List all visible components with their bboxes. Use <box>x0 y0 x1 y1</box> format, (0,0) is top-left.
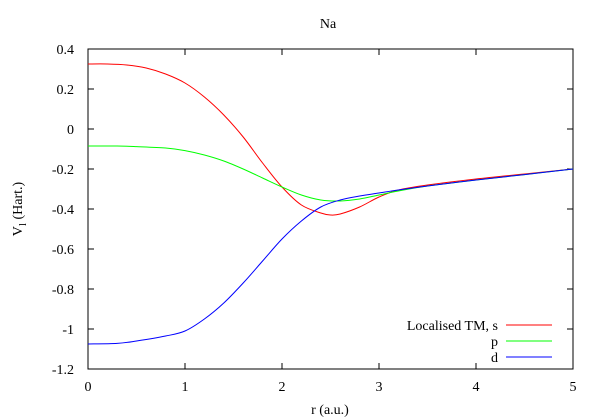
x-axis-label: r (a.u.) <box>311 403 349 418</box>
x-tick-label: 2 <box>279 380 286 395</box>
chart-title: Na <box>320 17 337 32</box>
y-tick-label: -0.4 <box>52 203 74 218</box>
series-line-2 <box>87 168 574 345</box>
x-tick-label: 5 <box>570 380 577 395</box>
plot-frame <box>87 48 574 370</box>
y-tick-label: -1.2 <box>52 363 74 378</box>
legend-label: Localised TM, s <box>407 319 498 334</box>
legend-label: p <box>491 335 498 350</box>
y-axis-label-main: V <box>11 226 26 236</box>
series-line-0 <box>87 63 574 216</box>
series-line-1 <box>87 145 574 202</box>
legend: Localised TM, spd <box>407 319 552 366</box>
y-tick-label: 0 <box>67 123 74 138</box>
x-tick-label: 4 <box>473 380 480 395</box>
x-tick-label: 0 <box>85 380 92 395</box>
series-lines <box>87 63 574 345</box>
y-tick-label: -0.2 <box>52 163 74 178</box>
y-tick-label: -0.8 <box>52 283 74 298</box>
x-tick-label: 3 <box>376 380 383 395</box>
y-axis-ticks: 0.4 0.2 0 -0.2 -0.4 -0.6 -0.8 -1 -1.2 <box>52 43 573 378</box>
x-axis-ticks: 0 1 2 3 4 5 <box>85 49 577 395</box>
y-axis-label-rest: (Hart.) <box>11 181 26 223</box>
x-tick-label: 1 <box>182 380 189 395</box>
y-tick-label: -1 <box>62 323 74 338</box>
y-axis-label: Vl (Hart.) <box>11 181 29 236</box>
y-axis-label-sub: l <box>17 223 29 226</box>
legend-label: d <box>491 351 498 366</box>
y-tick-label: 0.2 <box>57 83 75 98</box>
y-tick-label: -0.6 <box>52 243 74 258</box>
y-tick-label: 0.4 <box>57 43 75 58</box>
